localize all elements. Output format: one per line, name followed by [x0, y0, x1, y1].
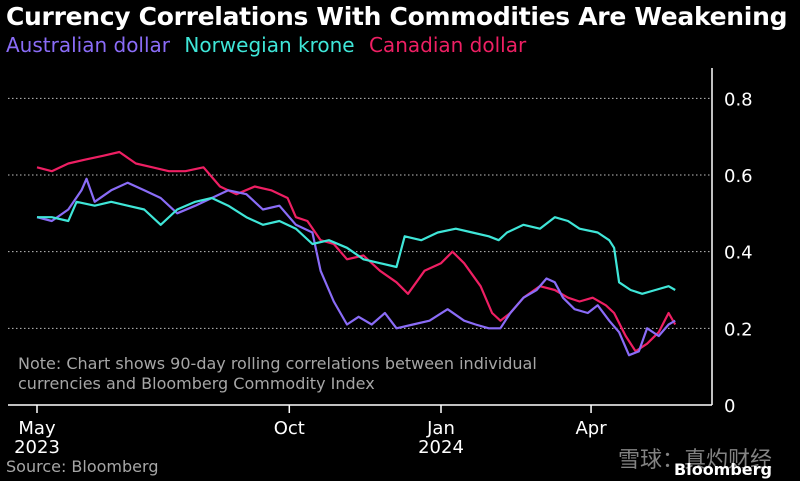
- chart-source: Source: Bloomberg: [6, 457, 159, 476]
- grid-lines: [8, 97, 712, 329]
- chart-title: Currency Correlations With Commodities A…: [6, 2, 788, 31]
- x-tick-label: Jan: [426, 418, 455, 439]
- series-lines: [36, 150, 677, 357]
- y-tick-label: 0.2: [724, 319, 753, 340]
- x-tick-year-label: 2023: [14, 437, 60, 458]
- chart-legend: Australian dollar Norwegian krone Canadi…: [6, 33, 534, 57]
- series-line-australian-dollar: [36, 177, 676, 357]
- y-tick-label: 0.6: [724, 166, 753, 187]
- x-tick-year-label: 2024: [418, 437, 464, 458]
- x-tick-label: Oct: [274, 418, 305, 439]
- watermark-text: 雪球：真灼财经: [617, 448, 772, 473]
- y-tick-label: 0.4: [724, 243, 753, 264]
- y-tick-label: 0: [724, 396, 735, 417]
- y-tick-label: 0.8: [724, 89, 753, 110]
- legend-entry-cad: Canadian dollar: [368, 33, 527, 57]
- legend-entry-nok: Norwegian krone: [184, 33, 355, 57]
- x-tick-label: May: [18, 418, 56, 439]
- series-line-canadian-dollar: [36, 150, 677, 353]
- x-tick-label: Apr: [575, 418, 607, 439]
- y-axis-ticks: 0.8 0.6 0.4 0.2 0: [711, 68, 753, 417]
- chart-note: Note: Chart shows 90-day rolling correla…: [18, 354, 537, 393]
- bloomberg-logo: Bloomberg: [674, 460, 772, 479]
- legend-entry-aud: Australian dollar: [6, 33, 171, 57]
- series-line-norwegian-krone: [37, 196, 676, 295]
